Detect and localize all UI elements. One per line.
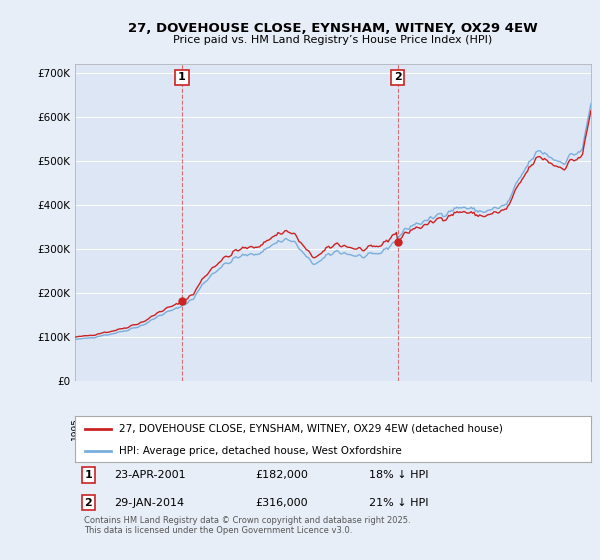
Text: £182,000: £182,000 <box>256 470 308 480</box>
Text: 2: 2 <box>84 498 92 507</box>
Text: Contains HM Land Registry data © Crown copyright and database right 2025.
This d: Contains HM Land Registry data © Crown c… <box>84 516 411 535</box>
Text: HPI: Average price, detached house, West Oxfordshire: HPI: Average price, detached house, West… <box>119 446 401 456</box>
Text: 29-JAN-2014: 29-JAN-2014 <box>114 498 184 507</box>
Text: Price paid vs. HM Land Registry’s House Price Index (HPI): Price paid vs. HM Land Registry’s House … <box>173 35 493 45</box>
Text: 21% ↓ HPI: 21% ↓ HPI <box>369 498 428 507</box>
Text: 27, DOVEHOUSE CLOSE, EYNSHAM, WITNEY, OX29 4EW (detached house): 27, DOVEHOUSE CLOSE, EYNSHAM, WITNEY, OX… <box>119 424 503 434</box>
Text: 23-APR-2001: 23-APR-2001 <box>114 470 185 480</box>
Text: 1: 1 <box>84 470 92 480</box>
Text: 2: 2 <box>394 72 401 82</box>
Text: 27, DOVEHOUSE CLOSE, EYNSHAM, WITNEY, OX29 4EW: 27, DOVEHOUSE CLOSE, EYNSHAM, WITNEY, OX… <box>128 22 538 35</box>
Text: 18% ↓ HPI: 18% ↓ HPI <box>369 470 428 480</box>
Text: 1: 1 <box>178 72 186 82</box>
Text: £316,000: £316,000 <box>256 498 308 507</box>
